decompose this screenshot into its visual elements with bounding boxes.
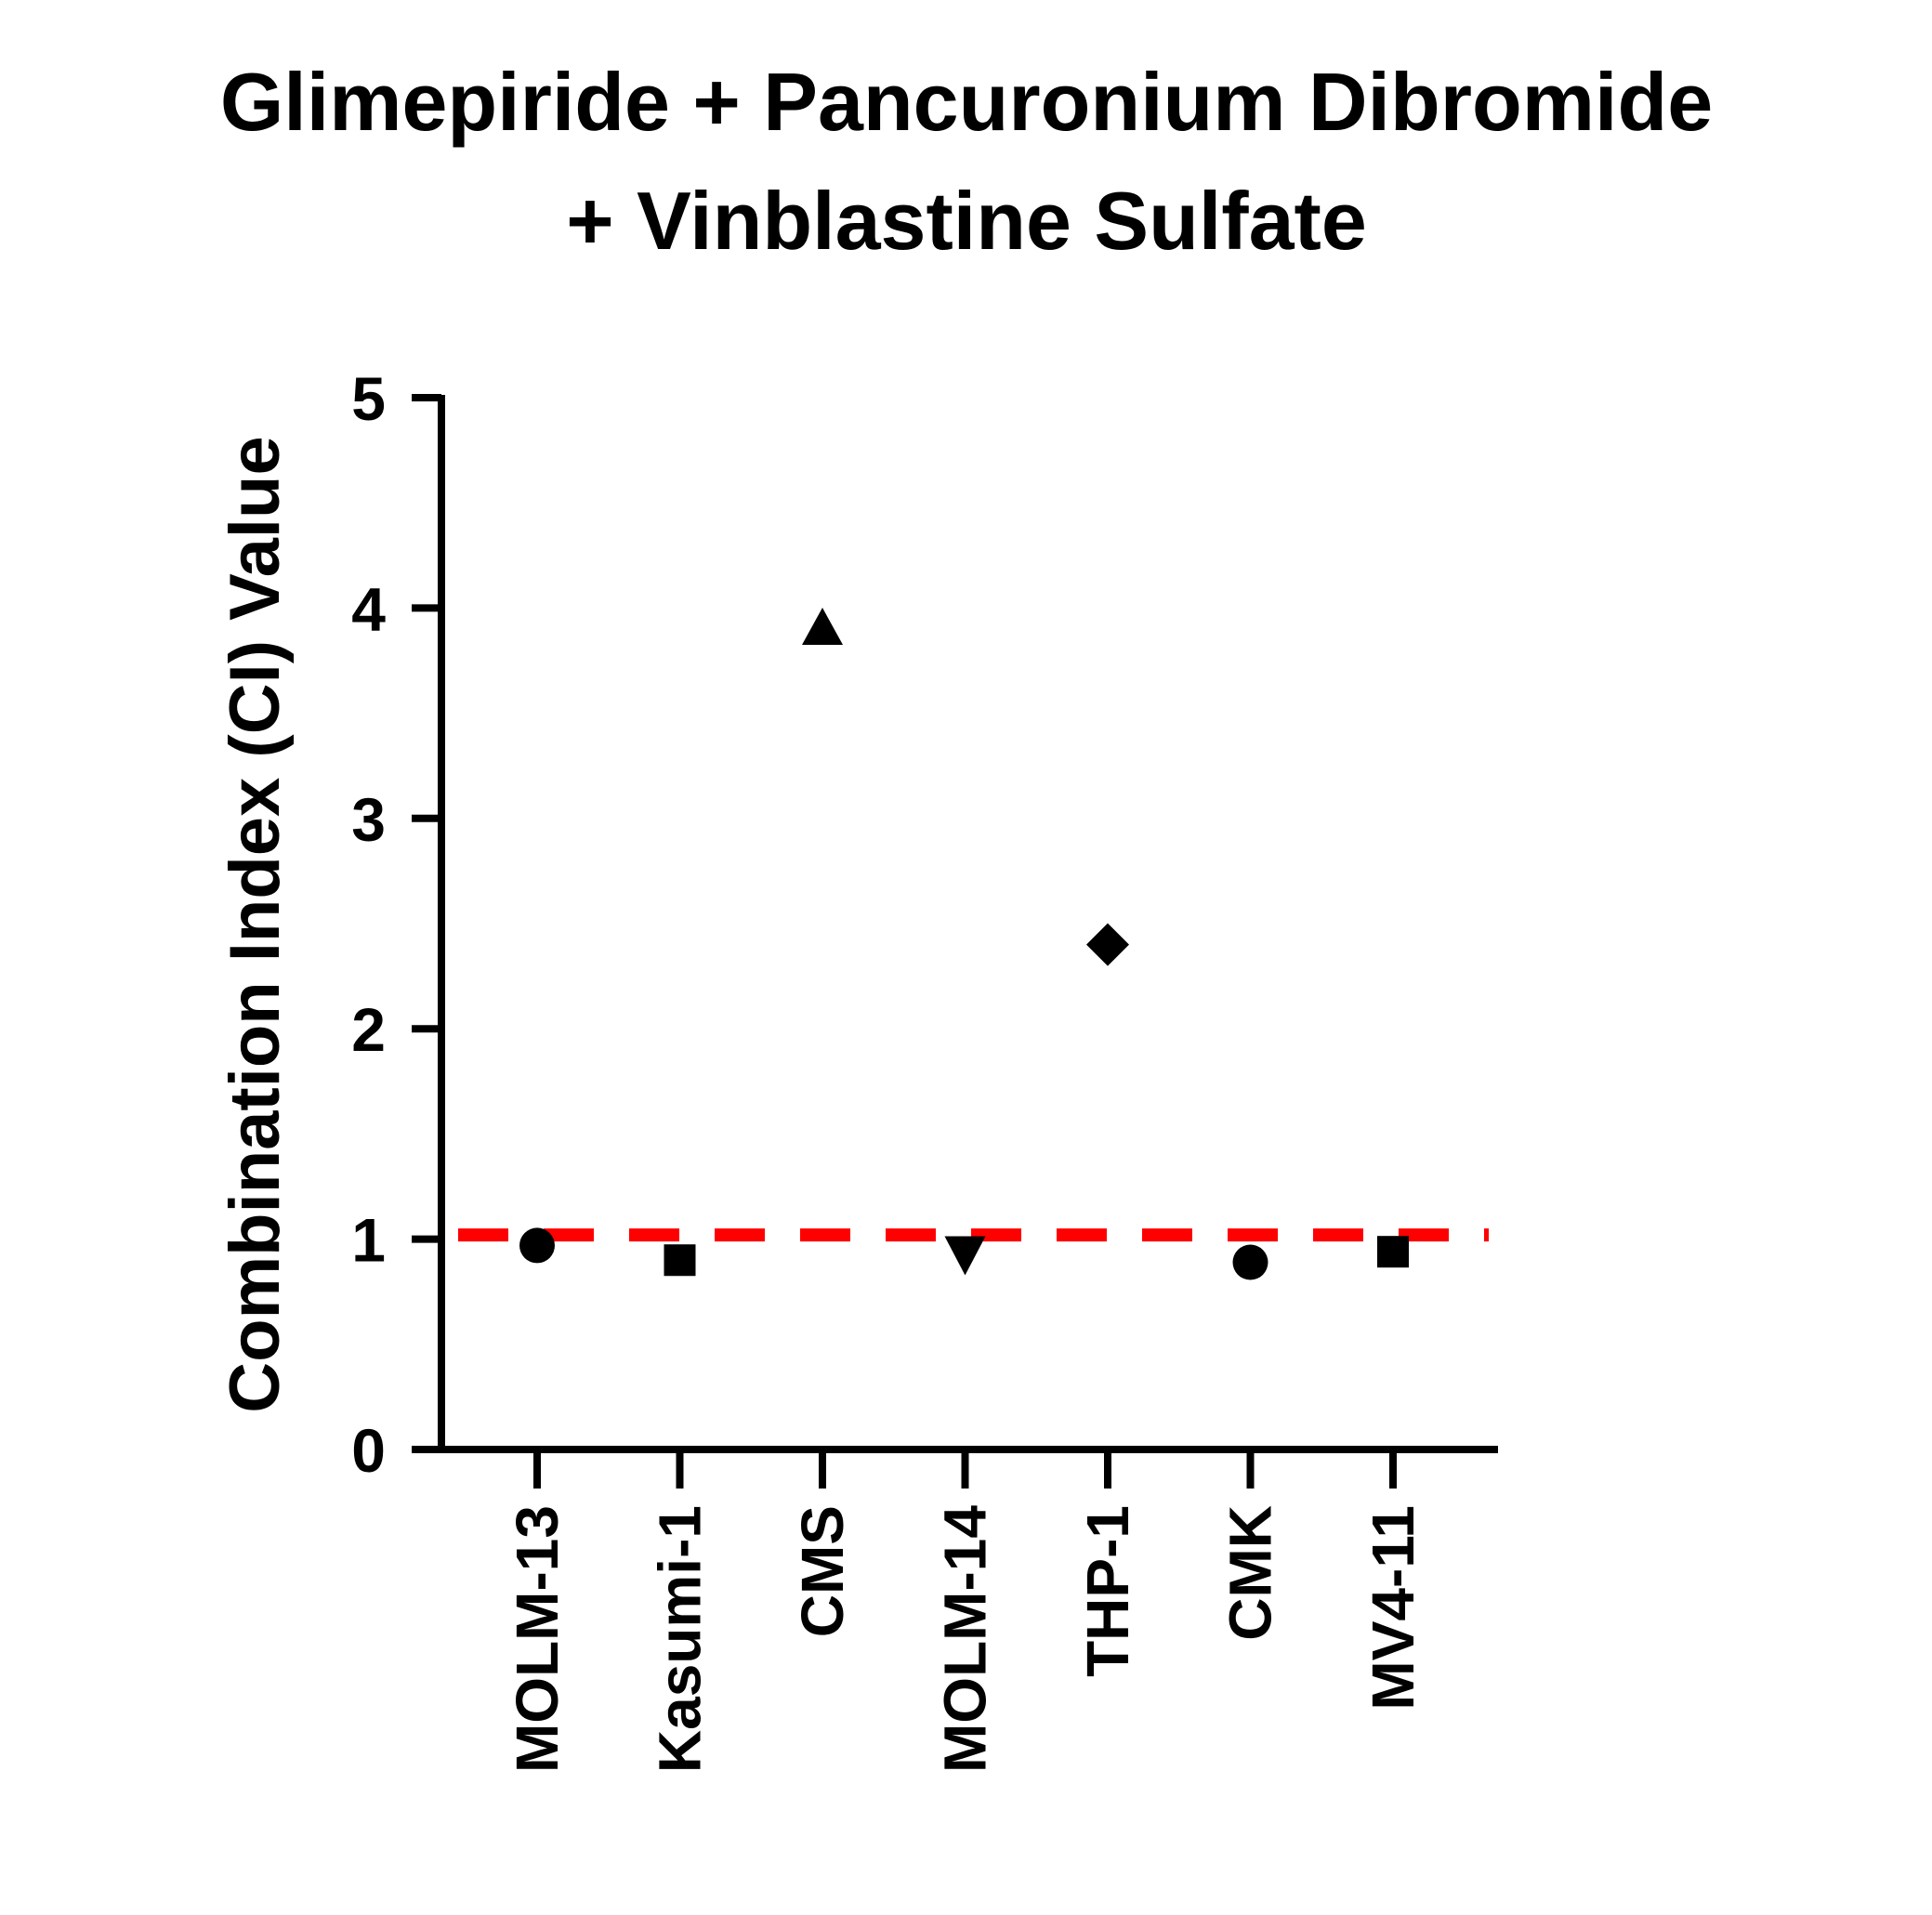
data-point-square <box>1377 1236 1409 1268</box>
x-axis-ticks: MOLM-13 Kasumi-1 CMS MOLM-14 THP-1 CMK MV4-11 <box>504 1449 1426 1773</box>
y-tick-label: 4 <box>351 574 386 643</box>
data-point-triangle-up <box>802 608 843 646</box>
data-points <box>519 608 1409 1280</box>
data-point-triangle-down <box>944 1236 986 1276</box>
chart-title-line: Glimepiride + Pancuronium Dibromide <box>220 56 1713 148</box>
y-tick-label: 1 <box>351 1206 386 1275</box>
y-axis-label: Combination Index (CI) Value <box>216 436 295 1412</box>
x-tick-label: MOLM-14 <box>932 1505 999 1773</box>
data-point-circle <box>519 1227 555 1264</box>
chart-title: Glimepiride + Pancuronium Dibromide + Vin… <box>220 56 1713 267</box>
x-tick-label: THP-1 <box>1074 1505 1141 1677</box>
y-tick-label: 2 <box>351 995 386 1064</box>
y-tick-label: 3 <box>351 785 386 854</box>
x-tick-label: MOLM-13 <box>504 1505 571 1773</box>
data-point-diamond <box>1086 923 1129 966</box>
x-tick-label: CMK <box>1217 1505 1284 1641</box>
x-tick-label: Kasumi-1 <box>647 1505 714 1773</box>
data-point-circle <box>1232 1244 1268 1280</box>
y-tick-label: 5 <box>351 364 386 433</box>
data-point-square <box>664 1244 696 1277</box>
x-tick-label: MV4-11 <box>1360 1505 1426 1711</box>
axes <box>438 395 1498 1453</box>
chart-title-line: + Vinblastine Sulfate <box>566 175 1367 267</box>
y-tick-label: 0 <box>351 1416 386 1485</box>
x-tick-label: CMS <box>789 1505 856 1637</box>
y-axis-ticks: 0 1 2 3 4 5 <box>351 364 441 1485</box>
